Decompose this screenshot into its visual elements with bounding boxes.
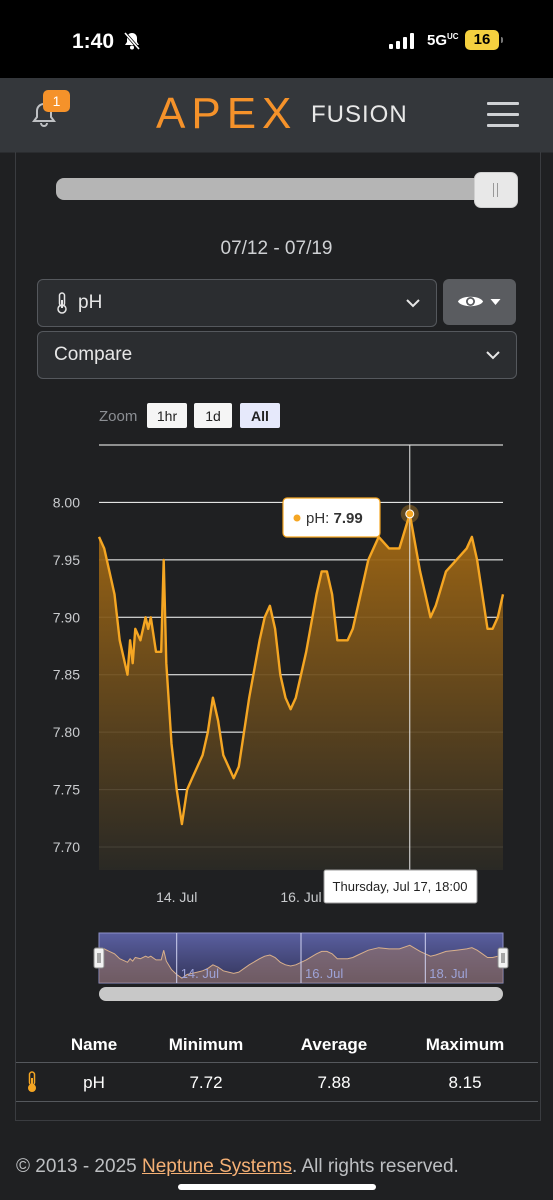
network-type: 5GUC <box>427 32 459 49</box>
x-tick-label: 14. Jul <box>156 889 197 905</box>
x-tick-label: 16. Jul <box>280 889 321 905</box>
eye-icon <box>457 296 484 307</box>
tooltip-series-dot <box>293 514 301 522</box>
row-maximum: 8.15 <box>448 1073 482 1092</box>
value-tooltip: pH: 7.99 <box>282 497 381 538</box>
ph-line <box>97 512 505 826</box>
y-tick-label: 7.75 <box>53 782 80 798</box>
silent-bell-icon <box>123 32 141 50</box>
navigator-label: 16. Jul <box>305 966 343 981</box>
y-tick-label: 7.95 <box>53 552 80 568</box>
range-slider-track[interactable] <box>56 178 515 200</box>
stats-header-row: Name Minimum Average Maximum <box>16 1030 538 1063</box>
header-average: Average <box>300 1035 368 1054</box>
zoom-label: Zoom <box>99 408 137 425</box>
neptune-systems-link[interactable]: Neptune Systems <box>141 1156 292 1177</box>
row-average: 7.88 <box>317 1073 351 1092</box>
header-name: Name <box>70 1035 118 1054</box>
date-range-label: 07/12 - 07/19 <box>220 238 333 259</box>
table-row: pH 7.72 7.88 8.15 <box>16 1063 538 1102</box>
thermometer-icon <box>28 1071 36 1092</box>
zoom-1hr-button[interactable]: 1hr <box>147 403 187 428</box>
battery-indicator: 16 <box>465 30 503 50</box>
navigator-scrollbar[interactable] <box>99 987 503 1001</box>
tooltip-text: pH: 7.99 <box>306 510 363 527</box>
probe-select-value: pH <box>78 292 103 313</box>
navigator-label: 18. Jul <box>429 966 467 981</box>
status-bar: 1:40 5GUC 16 <box>0 0 553 78</box>
zoom-1d-button[interactable]: 1d <box>194 403 232 428</box>
footer: © 2013 - 2025 Neptune Systems. All right… <box>16 1156 459 1177</box>
y-tick-label: 7.90 <box>53 609 80 625</box>
ph-chart[interactable]: Zoom 1hr 1d All 7.70 7.75 7.80 7.85 7.90 7.95 8.… <box>0 380 553 1020</box>
navigator-left-handle[interactable] <box>93 947 105 969</box>
navigator-right-handle[interactable] <box>497 947 509 969</box>
home-indicator <box>178 1184 376 1190</box>
header-maximum: Maximum <box>425 1035 505 1054</box>
date-tooltip: Thursday, Jul 17, 18:00 <box>323 869 478 904</box>
ph-area <box>99 513 503 870</box>
signal-icon <box>389 33 414 49</box>
notification-badge: 1 <box>43 90 70 112</box>
navigator-line <box>98 944 504 979</box>
header-minimum: Minimum <box>168 1035 244 1054</box>
chevron-down-icon <box>406 299 420 308</box>
thermometer-icon <box>57 292 67 314</box>
compare-select-value: Compare <box>54 344 133 365</box>
tooltip-date: Thursday, Jul 17, 18:00 <box>333 879 468 894</box>
hover-point <box>405 509 415 519</box>
stats-table: Name Minimum Average Maximum pH 7.72 7.8… <box>16 1030 538 1102</box>
content-panel <box>15 152 541 1121</box>
zoom-button-label: 1hr <box>157 408 178 424</box>
y-tick-label: 7.85 <box>53 667 80 683</box>
caret-down-icon <box>490 299 501 305</box>
zoom-button-label: 1d <box>205 408 221 424</box>
zoom-all-button[interactable]: All <box>240 403 280 428</box>
chevron-down-icon <box>486 351 500 360</box>
row-name: pH <box>83 1073 105 1092</box>
y-tick-label: 7.80 <box>53 724 80 740</box>
compare-select[interactable]: Compare <box>37 331 517 379</box>
y-tick-label: 7.70 <box>53 839 80 855</box>
app-header: 1 APEX FUSION <box>0 78 553 153</box>
y-tick-label: 8.00 <box>53 494 80 510</box>
range-slider-handle[interactable] <box>474 172 518 208</box>
navigator-label: 14. Jul <box>181 966 219 981</box>
row-minimum: 7.72 <box>189 1073 223 1092</box>
probe-select[interactable]: pH <box>37 279 437 327</box>
menu-hamburger-icon[interactable] <box>487 102 519 128</box>
zoom-button-label: All <box>251 408 269 424</box>
visibility-toggle-button[interactable] <box>443 279 516 325</box>
status-time: 1:40 <box>72 30 115 53</box>
